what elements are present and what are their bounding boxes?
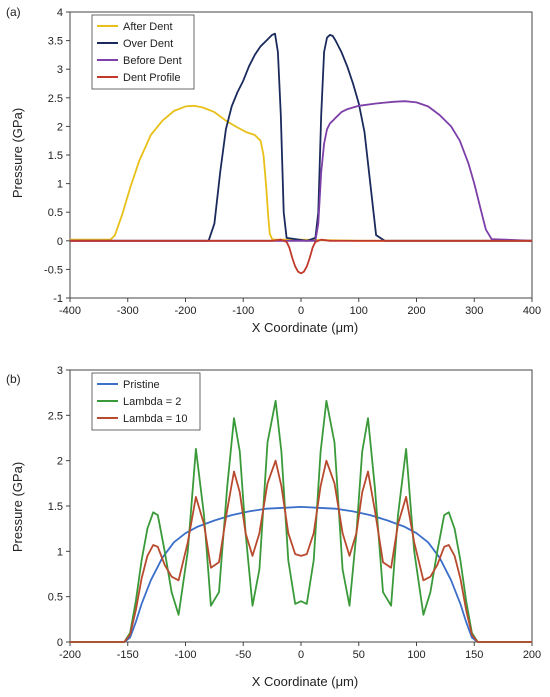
panel-label-a: (a): [6, 5, 21, 19]
xlabel-b: X Coordinate (μm): [252, 674, 358, 689]
ylabel-b: Pressure (GPa): [10, 462, 25, 552]
y-tick-label: 2.5: [48, 410, 63, 422]
legend-label: Before Dent: [123, 55, 182, 67]
series-line-1: [70, 505, 532, 643]
x-tick-label: 200: [407, 305, 425, 317]
x-tick-label: -200: [59, 649, 81, 661]
x-tick-label: -400: [59, 305, 81, 317]
x-tick-label: -200: [174, 305, 196, 317]
ylabel-a: Pressure (GPa): [10, 108, 25, 198]
x-tick-label: -100: [174, 649, 196, 661]
x-tick-label: 400: [523, 305, 541, 317]
x-tick-label: 100: [407, 649, 425, 661]
y-tick-label: 1.5: [48, 150, 63, 162]
x-tick-label: 0: [298, 305, 304, 317]
y-tick-label: -0.5: [44, 264, 63, 276]
series-line-2: [70, 32, 532, 242]
y-tick-label: 3.5: [48, 36, 63, 48]
x-tick-label: 200: [523, 649, 541, 661]
series-line-3: [70, 100, 533, 242]
y-tick-label: 0: [57, 637, 63, 649]
x-tick-label: 50: [353, 649, 365, 661]
x-tick-label: -50: [235, 649, 251, 661]
series-line-1: [70, 104, 532, 242]
series-line-2: [70, 399, 532, 643]
y-tick-label: -1: [53, 293, 63, 305]
legend-label: Pristine: [123, 379, 160, 391]
y-tick-label: 2.5: [48, 93, 63, 105]
x-tick-label: 100: [350, 305, 368, 317]
x-tick-label: 300: [465, 305, 483, 317]
legend-label: After Dent: [123, 21, 173, 33]
x-tick-label: -300: [117, 305, 139, 317]
legend-label: Dent Profile: [123, 72, 180, 84]
panel-a: (a) Pressure (GPa) X Coordinate (μm) -40…: [6, 5, 541, 335]
y-tick-label: 1: [57, 179, 63, 191]
y-tick-label: 2: [57, 456, 63, 468]
y-tick-label: 0.5: [48, 592, 63, 604]
y-tick-label: 3: [57, 365, 63, 377]
legend-label: Lambda = 2: [123, 396, 181, 408]
y-tick-label: 4: [57, 7, 63, 19]
x-tick-label: 0: [298, 649, 304, 661]
y-tick-label: 3: [57, 64, 63, 76]
y-tick-label: 0.5: [48, 207, 63, 219]
xlabel-a: X Coordinate (μm): [252, 320, 358, 335]
x-tick-label: -150: [117, 649, 139, 661]
series-line-4: [70, 238, 532, 275]
x-tick-label: -100: [232, 305, 254, 317]
panel-b: (b) Pressure (GPa) X Coordinate (μm) -20…: [6, 365, 541, 689]
legend-label: Lambda = 10: [123, 413, 188, 425]
series-line-3: [70, 459, 532, 643]
x-tick-label: 150: [465, 649, 483, 661]
y-tick-label: 0: [57, 236, 63, 248]
legend-label: Over Dent: [123, 38, 173, 50]
y-tick-label: 1: [57, 546, 63, 558]
y-tick-label: 1.5: [48, 501, 63, 513]
panel-label-b: (b): [6, 372, 21, 386]
y-tick-label: 2: [57, 121, 63, 133]
